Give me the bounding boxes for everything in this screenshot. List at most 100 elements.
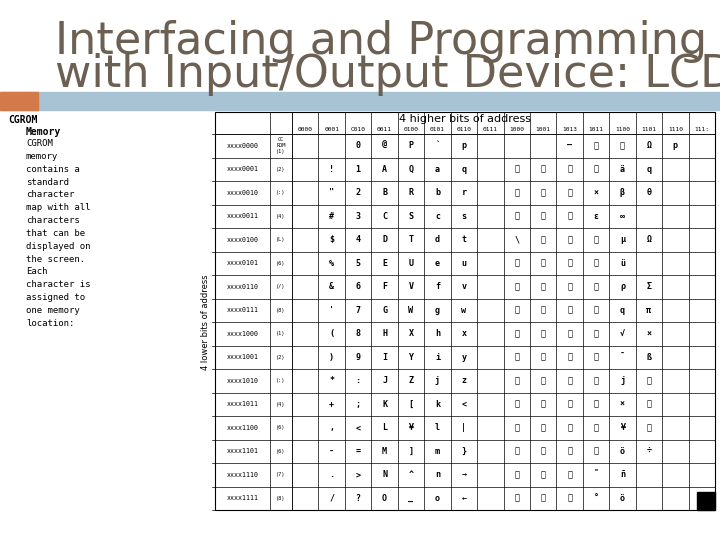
Text: ル: ル [593,353,598,362]
Text: xxxx0101: xxxx0101 [227,260,258,266]
Text: 2: 2 [356,188,361,197]
Text: Memory: Memory [26,127,61,137]
Text: キ: キ [541,306,546,315]
Text: コ: コ [593,165,598,174]
Text: チ: チ [567,165,572,174]
Text: -: - [329,447,334,456]
Text: 1000: 1000 [509,127,524,132]
Text: ;: ; [356,400,361,409]
Text: y: y [462,353,467,362]
Text: 0011: 0011 [377,127,392,132]
Text: ヌ: ヌ [567,306,572,315]
Text: 0111: 0111 [483,127,498,132]
Text: 7: 7 [356,306,361,315]
Text: K: K [382,400,387,409]
Text: フ: フ [567,423,572,432]
Text: ン: ン [593,447,598,456]
Text: F: F [382,282,387,291]
Text: C: C [382,212,387,221]
Text: ?: ? [356,494,361,503]
Text: ]: ] [408,447,413,456]
Text: V: V [408,282,413,291]
Text: 0: 0 [356,141,361,150]
Text: 0110: 0110 [456,127,472,132]
Text: xxxx0111: xxxx0111 [227,307,258,313]
Text: ヨ: ヨ [593,282,598,291]
Text: (2): (2) [276,167,286,172]
Text: ・: ・ [514,165,519,174]
Text: j: j [620,376,625,385]
Text: 0000: 0000 [297,127,312,132]
Text: 8: 8 [356,329,361,338]
Bar [215,112,715,510]
Text: w: w [462,306,467,315]
Text: ュ: ュ [514,447,519,456]
Text: $: $ [329,235,334,244]
Text: ャ: ャ [514,423,519,432]
Text: CGROM
memory
contains a
standard
character
map with all
characters
that can be
d: CGROM memory contains a standard charact… [26,139,91,328]
Text: —: — [567,141,572,150]
Text: }: } [462,447,467,456]
Text: ホ: ホ [567,470,572,480]
Text: ラ: ラ [593,306,598,315]
Text: e: e [435,259,440,268]
Text: ヤ: ヤ [593,235,598,244]
Text: 1101: 1101 [642,127,657,132]
Text: 1100: 1100 [615,127,630,132]
Text: P: P [408,141,413,150]
Text: (8): (8) [276,496,286,501]
Text: イ: イ [541,188,546,197]
Text: xxxx1000: xxxx1000 [227,330,258,337]
Text: xxxx1001: xxxx1001 [227,354,258,360]
Text: サ: サ [541,400,546,409]
Text: 111:: 111: [694,127,709,132]
Text: W: W [408,306,413,315]
Text: R: R [408,188,413,197]
Text: h: h [435,329,440,338]
Bar [0,92,38,110]
Text: ア: ア [514,306,519,315]
Text: シ: シ [541,423,546,432]
Text: v: v [462,282,467,291]
Text: ッ: ッ [514,494,519,503]
Text: l: l [435,423,440,432]
Text: 1013: 1013 [562,127,577,132]
Text: オ: オ [514,400,519,409]
Text: X: X [408,329,413,338]
Text: ρ: ρ [620,282,625,291]
Text: (1): (1) [276,331,286,336]
Text: i: i [435,353,440,362]
Text: ソ: ソ [541,494,546,503]
Text: >: > [356,470,361,480]
Text: ö: ö [620,494,625,503]
Text: (: ( [329,329,334,338]
Text: xxxx0010: xxxx0010 [227,190,258,195]
Text: (6): (6) [276,261,286,266]
Text: √: √ [620,329,625,338]
Text: B: B [382,188,387,197]
Text: ü: ü [620,259,625,268]
Text: *: * [329,376,334,385]
Text: ): ) [329,353,334,362]
Text: q: q [620,306,625,315]
Text: ロ: ロ [593,400,598,409]
Text: k: k [435,400,440,409]
Text: 万: 万 [647,400,652,409]
Text: xxxx0100: xxxx0100 [227,237,258,243]
Text: モ: モ [567,212,572,221]
Text: ウ: ウ [514,353,519,362]
Text: 1: 1 [356,165,361,174]
Text: xxxx1010: xxxx1010 [227,378,258,384]
Text: ": " [329,188,334,197]
Text: (/): (/) [276,284,286,289]
Text: /: / [329,494,334,503]
Text: リ: リ [593,329,598,338]
Text: Ω: Ω [647,141,652,150]
Text: &: & [329,282,334,291]
Text: U: U [408,259,413,268]
Text: ウ: ウ [514,212,519,221]
Text: =: = [356,447,361,456]
Text: タ: タ [593,141,598,150]
Text: (4): (4) [276,214,286,219]
Text: x: x [462,329,467,338]
